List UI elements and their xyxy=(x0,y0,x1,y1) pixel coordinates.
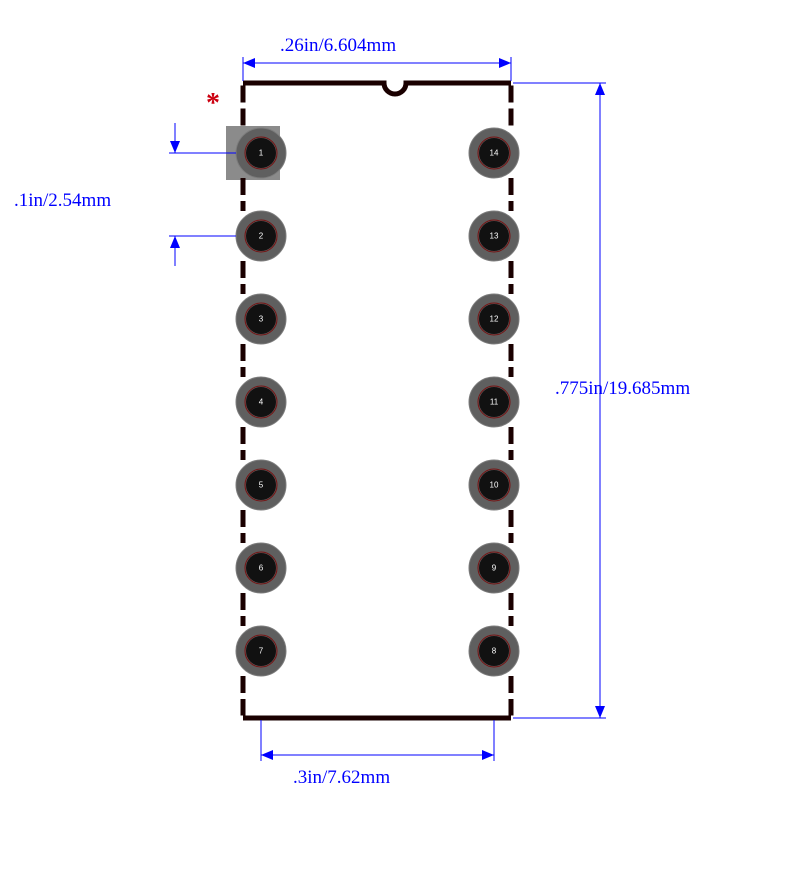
pin-10: 10 xyxy=(469,460,519,510)
asterisk-icon: * xyxy=(206,88,220,119)
pin-13: 13 xyxy=(469,211,519,261)
dim-top-label: .26in/6.604mm xyxy=(280,35,396,56)
pin-label-5: 5 xyxy=(259,481,264,490)
pin-11: 11 xyxy=(469,377,519,427)
pin-3: 3 xyxy=(236,294,286,344)
dim-right-label: .775in/19.685mm xyxy=(555,378,690,399)
pin-7: 7 xyxy=(236,626,286,676)
pin-1: 1 xyxy=(236,128,286,178)
pin-label-9: 9 xyxy=(492,564,497,573)
pin-2: 2 xyxy=(236,211,286,261)
pin-label-2: 2 xyxy=(259,232,264,241)
pin-14: 14 xyxy=(469,128,519,178)
pin-9: 9 xyxy=(469,543,519,593)
pin-label-6: 6 xyxy=(259,564,264,573)
pin-label-10: 10 xyxy=(490,481,499,490)
pin-5: 5 xyxy=(236,460,286,510)
pin-label-8: 8 xyxy=(492,647,497,656)
package-top-edge xyxy=(243,83,511,94)
pin-8: 8 xyxy=(469,626,519,676)
pin-label-7: 7 xyxy=(259,647,264,656)
pin-4: 4 xyxy=(236,377,286,427)
pin-label-1: 1 xyxy=(259,149,264,158)
pin-12: 12 xyxy=(469,294,519,344)
dim-bottom-label: .3in/7.62mm xyxy=(293,767,390,788)
pin-label-11: 11 xyxy=(490,398,499,407)
pin-label-3: 3 xyxy=(259,315,264,324)
pin-label-12: 12 xyxy=(490,315,499,324)
pin-label-13: 13 xyxy=(490,232,499,241)
pin-label-14: 14 xyxy=(490,149,499,158)
dim-left-label: .1in/2.54mm xyxy=(14,190,111,211)
svg-text:*: * xyxy=(206,88,220,119)
dip-footprint-diagram: 1234567891011121314*.26in/6.604mm.3in/7.… xyxy=(0,0,800,891)
pin-6: 6 xyxy=(236,543,286,593)
pin-label-4: 4 xyxy=(259,398,264,407)
